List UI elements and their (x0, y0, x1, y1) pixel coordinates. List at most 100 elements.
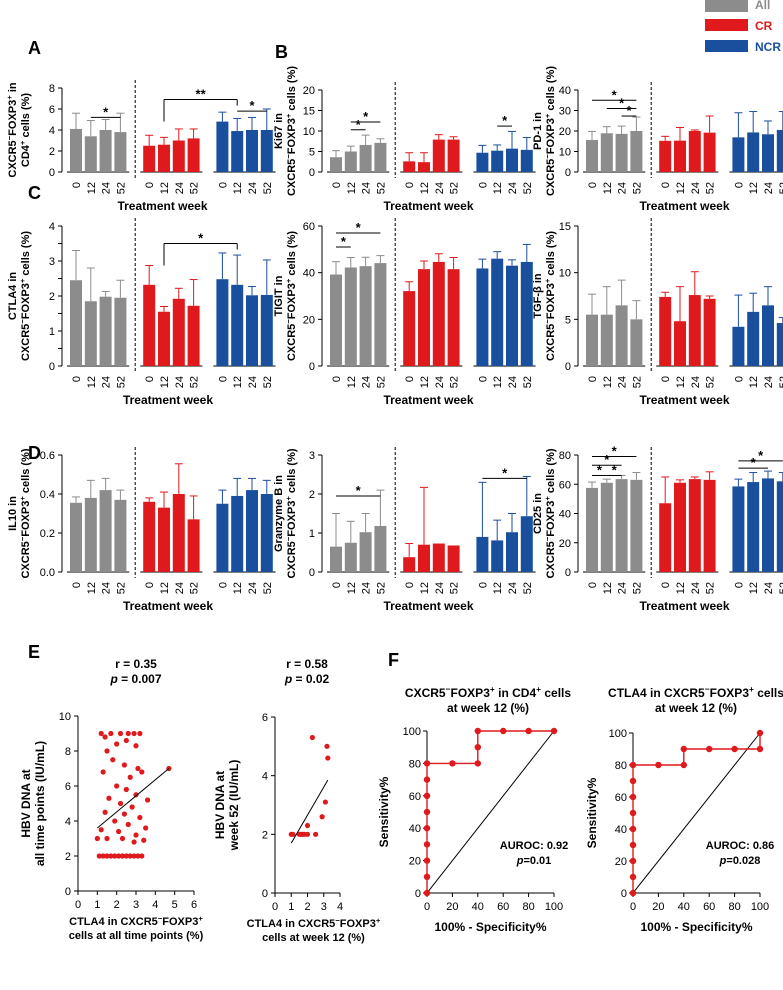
roc-point (423, 889, 431, 897)
x-axis-label: cells at week 12 (%) (262, 932, 365, 944)
x-tick-label: 0 (71, 376, 83, 382)
data-point (108, 853, 114, 859)
y-tick-label: 15 (559, 221, 571, 233)
legend-swatch-all (705, 0, 748, 12)
bar (143, 501, 156, 572)
y-tick-label: 100 (403, 726, 421, 738)
chart-f1: 0 20 40 60 80 100 0 20 40 60 80 100 CXCR5−FOXP3+ in … (377, 684, 571, 934)
y-tick-label: 60 (559, 479, 571, 491)
bar (344, 267, 357, 366)
x-tick-label: 12 (419, 582, 431, 594)
y-tick-label: 10 (59, 711, 71, 723)
panel-letter-e: E (28, 642, 40, 662)
bar (762, 305, 774, 366)
panel-letter-a: A (28, 38, 41, 58)
y-axis-label: CD4+ cells (%) (18, 93, 33, 168)
y-tick-label: 40 (615, 824, 627, 836)
y-tick-label: 20 (303, 85, 315, 97)
auroc-label: AUROC: 0.92 (500, 840, 568, 852)
bar (418, 269, 430, 366)
bar (187, 519, 200, 572)
data-point (139, 769, 145, 775)
y-tick-label: 0 (565, 167, 571, 179)
data-point (102, 809, 108, 815)
x-tick-label: 12 (748, 182, 760, 194)
bar (476, 152, 489, 172)
y-tick-label: 30 (559, 106, 571, 118)
bar (432, 543, 445, 572)
y-axis-label: TIGIT in (273, 275, 285, 316)
data-point (133, 832, 139, 838)
significance-label: * (612, 87, 618, 102)
bar (84, 136, 97, 172)
bar (732, 486, 745, 572)
data-point (137, 730, 143, 737)
bar (374, 263, 387, 366)
y-tick-label: 20 (409, 856, 421, 868)
bar (476, 536, 489, 572)
bar (84, 301, 97, 366)
x-tick-label: 60 (497, 901, 509, 913)
significance-label: * (619, 95, 625, 110)
bar (216, 503, 229, 572)
y-tick-label: 60 (303, 221, 315, 233)
y-tick-label: 100 (609, 728, 627, 740)
bar (187, 305, 200, 366)
y-axis-label: CXCR5−FOXP3+ cells (%) (543, 66, 558, 196)
x-tick-label: 12 (86, 376, 98, 388)
roc-point (423, 825, 431, 832)
bar (762, 134, 774, 172)
x-tick-label: 24 (690, 376, 702, 388)
y-axis-label: CXCR5−FOXP3+ in (5, 82, 20, 177)
data-point (116, 853, 122, 859)
y-tick-label: 0 (309, 167, 315, 179)
bar (418, 162, 430, 172)
bar (344, 151, 357, 172)
roc-point (629, 841, 637, 849)
x-tick-label: 52 (262, 182, 274, 194)
x-tick-label: 24 (247, 182, 259, 194)
y-axis-label: Sensitivity% (377, 776, 391, 847)
x-tick-label: 40 (678, 901, 690, 913)
x-tick-label: 52 (189, 182, 201, 194)
roc-point (423, 841, 431, 848)
x-tick-label: 3 (133, 899, 139, 911)
x-tick-label: 12 (602, 182, 614, 194)
bar (143, 284, 156, 366)
data-point (121, 762, 127, 768)
bar (374, 525, 387, 572)
x-axis-label: cells at all time points (%) (69, 930, 204, 942)
bar (260, 494, 273, 572)
x-axis-label: Treatment week (639, 393, 729, 407)
data-point (110, 757, 116, 763)
auroc-p-value: p=0.01 (516, 855, 552, 867)
bar (615, 479, 628, 572)
x-tick-label: 0 (660, 182, 672, 188)
roc-curve (426, 730, 554, 893)
roc-point (423, 873, 431, 880)
y-tick-label: 40 (409, 823, 421, 835)
data-point (106, 795, 112, 801)
bar (600, 482, 613, 572)
x-tick-label: 52 (189, 582, 201, 594)
bar (586, 487, 598, 572)
bar (674, 482, 686, 572)
bar (600, 133, 613, 172)
x-tick-label: 24 (174, 182, 186, 194)
x-tick-label: 52 (115, 376, 127, 388)
x-tick-label: 52 (449, 582, 461, 594)
roc-point (474, 727, 481, 735)
bar (158, 311, 170, 366)
panel-letter-c: C (28, 183, 41, 203)
y-tick-label: 0 (565, 361, 571, 373)
y-axis-label: all time points (IU/mL) (33, 741, 47, 866)
bar (260, 130, 273, 172)
x-tick-label: 0 (144, 182, 156, 188)
data-point (117, 730, 124, 737)
bar (172, 298, 185, 366)
bar (520, 261, 533, 366)
roc-point (680, 761, 687, 769)
x-tick-label: 52 (778, 182, 783, 194)
